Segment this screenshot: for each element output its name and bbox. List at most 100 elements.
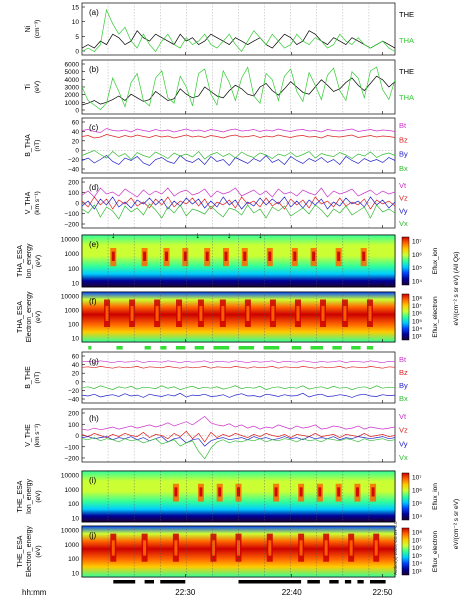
series-bx [81,385,396,390]
colorbar-title: Eflux_ion [432,483,439,510]
series-bt [81,360,396,364]
y-tick-label: 6000 [65,62,80,69]
panel-label: (j) [89,531,96,540]
y-tick-label: 10000 [61,294,79,301]
y-tick-label: 1000 [65,308,80,315]
y-tick-label: 4000 [65,77,80,84]
series-bx [81,150,396,161]
spectrogram-burst-core [199,306,203,321]
interval-bar-the [307,580,320,584]
spectrogram-burst-core [105,306,109,321]
panel-c [81,117,396,174]
spectrogram-burst-core [111,251,115,261]
y-tick-label: −200 [64,222,79,229]
y-axis-unit: (nT) [34,140,41,152]
spectrogram-burst-core [355,487,359,497]
spectrogram-burst-core [237,487,240,497]
interval-bar-tha [351,346,361,350]
y-axis-label-2: Electron_energy [26,291,33,342]
y-tick-label: 10 [72,281,80,288]
colorbar [401,472,410,521]
y-tick-label: 100 [68,422,79,429]
y-tick-label: 1000 [65,251,80,258]
interval-bar-tha [175,346,186,350]
y-tick-label: −40 [68,397,79,404]
interval-bar-tha [144,346,151,350]
panel-g [81,351,396,404]
colorbar-tick-label: 10³ [412,569,422,576]
y-tick-label: 10 [72,571,80,578]
spectrogram-burst-core [199,487,203,497]
y-tick-label: 0 [75,108,79,115]
spectrogram-burst-core [174,487,178,497]
spectrogram-burst-core [293,251,297,261]
panel-j [81,525,410,578]
panel-label: (i) [89,476,96,485]
legend-the: THE [399,10,414,19]
panel-i [81,470,410,523]
interval-bar-the [344,580,352,584]
y-tick-label: 0 [75,433,79,440]
y-tick-label: −100 [64,211,79,218]
spectrogram-burst-core [268,540,272,556]
colorbar-tick-label: 10⁷ [412,475,422,482]
y-tick-label: −20 [68,388,79,395]
interval-bar-tha [366,346,374,350]
panel-f [81,291,410,343]
colorbar-tick-label: 10⁷ [412,537,422,544]
y-tick-label: 100 [68,322,79,329]
spectrogram-burst-core [130,306,134,321]
y-axis-unit: (eV) [35,311,42,323]
spectrogram-burst-core [246,306,250,321]
y-tick-label: 5000 [65,69,80,76]
y-axis-unit: (cm⁻³) [34,20,41,39]
colorbar [401,293,410,341]
y-axis-unit: (eV) [35,255,42,267]
legend-by: By [399,381,408,390]
colorbar-tick-label: 10⁶ [412,488,422,495]
series-by [81,392,396,398]
series-vt [81,187,396,198]
legend-tha: THA [399,93,414,102]
spectrogram-burst-core [337,487,341,497]
colorbar-tick-label: 10³ [412,334,422,341]
time-axis-label: hh:mm [22,588,47,597]
spectrogram-burst-core [321,306,325,321]
colorbar-units-ion-tha: eV/(cm⁻² s sr eV) (All Qs) [453,252,460,326]
interval-bar-tha [213,346,230,350]
y-tick-label: 10000 [61,473,79,480]
y-tick-label: 100 [68,501,79,508]
y-tick-label: 0 [75,148,79,155]
y-axis-label-2: Ion_energy [26,243,33,279]
y-tick-label: 100 [68,556,79,563]
interval-bar-tha [88,346,92,350]
panel-e [81,234,410,288]
y-axis-label: THE_ESA [17,480,24,512]
panel-label: (d) [89,183,99,192]
y-axis-unit: (km s⁻¹) [34,191,41,215]
y-tick-label: 0 [75,379,79,386]
plot-frame-overlay [81,234,396,288]
colorbar-tick-label: 10⁴ [412,279,422,286]
series-vy [81,196,396,210]
interval-bar-the [357,580,364,584]
y-axis-label: THA_ESA [17,245,24,277]
event-arrow: ↓ [227,230,232,240]
plot-frame-overlay [81,470,396,523]
legend-by: By [399,150,408,159]
spectrogram-burst-core [243,251,247,261]
colorbar-tick-label: 10⁸ [412,296,422,303]
y-tick-label: −20 [68,157,79,164]
legend-vx: Vx [399,219,408,228]
y-tick-label: 3000 [65,85,80,92]
spectrogram-burst-core [274,487,278,497]
panel-b [81,59,396,115]
colorbar-tick-label: 10⁷ [412,239,422,246]
legend-bz: Bz [399,135,408,144]
series-tha [81,66,396,110]
colorbar-tick-label: 10⁸ [412,530,422,537]
colorbar-tick-label: 10⁷ [412,303,422,310]
y-axis-label-2: Electron_energy [26,526,33,577]
legend-vz: Vz [399,194,408,203]
series-bz [81,134,396,139]
